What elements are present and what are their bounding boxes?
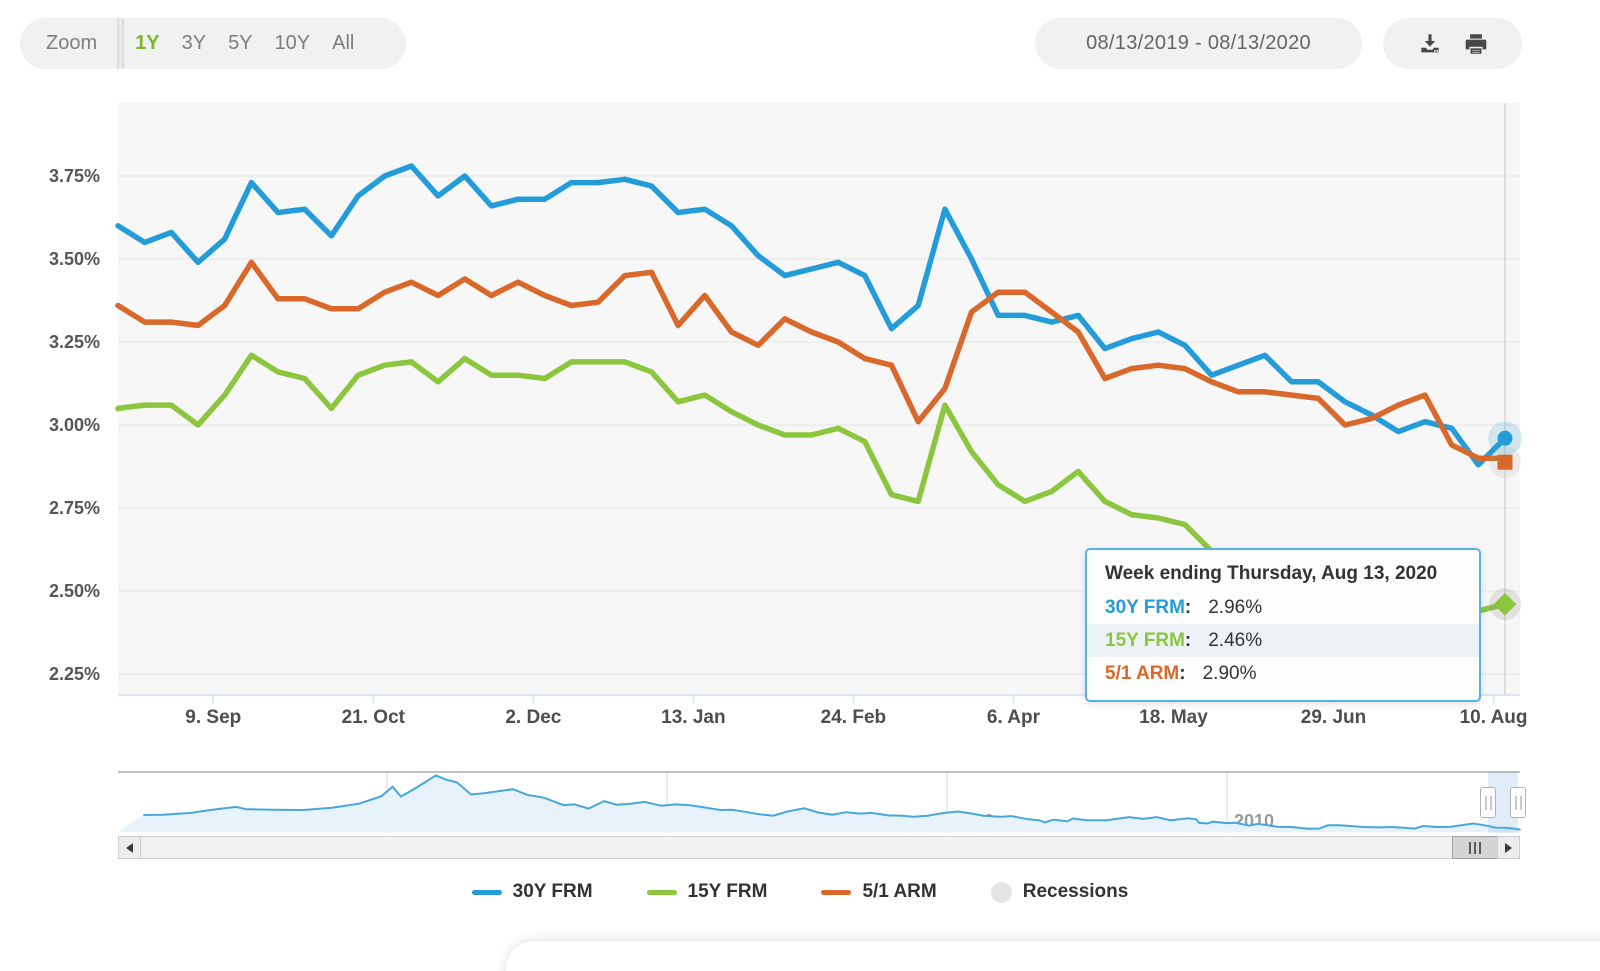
- navigator-right-handle[interactable]: [1510, 787, 1526, 818]
- x-axis-label: 29. Jun: [1301, 707, 1366, 728]
- tooltip-series-name: 30Y FRM: [1105, 596, 1185, 618]
- x-axis-label: 21. Oct: [342, 707, 406, 728]
- download-icon[interactable]: [1417, 31, 1443, 57]
- x-axis-label: 2. Dec: [505, 707, 561, 728]
- legend-item-15y-frm[interactable]: 15Y FRM: [646, 881, 768, 903]
- tooltip-separator: :: [1184, 596, 1192, 618]
- legend-label: 30Y FRM: [512, 881, 593, 902]
- range-button-3y[interactable]: 3Y: [171, 32, 217, 55]
- last-point-marker-arm-square[interactable]: [1497, 454, 1513, 470]
- print-icon[interactable]: [1463, 31, 1489, 57]
- left-triangle-icon: [126, 842, 133, 853]
- series-line-30y-frm[interactable]: [115, 163, 1508, 468]
- chart-legend: 30Y FRM 15Y FRM 5/1 ARM Recessions: [0, 881, 1600, 903]
- x-axis-label: 10. Aug: [1460, 707, 1528, 728]
- tooltip-row-30y-frm: 30Y FRM: 2.96%: [1087, 591, 1479, 624]
- date-range-text: 08/13/2019 - 08/13/2020: [1086, 32, 1311, 54]
- range-button-5y[interactable]: 5Y: [217, 32, 263, 55]
- tooltip-row-15y-frm: 15Y FRM: 2.46%: [1087, 624, 1479, 657]
- card-bottom-shadow: [506, 941, 1600, 971]
- last-point-marker-15y-diamond[interactable]: [1493, 592, 1517, 616]
- tooltip-series-name: 15Y FRM: [1105, 629, 1185, 651]
- tooltip-title: Week ending Thursday, Aug 13, 2020: [1105, 563, 1438, 584]
- legend-swatch-arm: [821, 889, 852, 895]
- tooltip-row-5-1-arm: 5/1 ARM: 2.90%: [1087, 657, 1479, 690]
- legend-label: Recessions: [1022, 881, 1129, 902]
- y-axis-label: 3.00%: [49, 415, 100, 435]
- right-triangle-icon: [1505, 842, 1512, 853]
- y-axis-label: 2.75%: [49, 498, 100, 518]
- y-axis-label: 3.75%: [49, 166, 100, 186]
- legend-swatch-15y: [646, 889, 677, 895]
- y-axis-label: 2.25%: [49, 664, 100, 684]
- legend-swatch-30y: [471, 889, 502, 895]
- navigator-area-fill: [118, 775, 1520, 832]
- range-button-all[interactable]: All: [321, 32, 365, 55]
- last-point-marker-30y-circle[interactable]: [1497, 430, 1513, 446]
- legend-item-30y-frm[interactable]: 30Y FRM: [471, 881, 593, 903]
- legend-item-recessions[interactable]: Recessions: [990, 881, 1129, 903]
- scrollbar-left-arrow[interactable]: [118, 836, 141, 859]
- tooltip-series-value: 2.46%: [1208, 629, 1263, 651]
- x-axis-label: 24. Feb: [821, 707, 886, 728]
- zoom-range-toolbar: Zoom 1Y 3Y 5Y 10Y All: [20, 18, 406, 69]
- x-axis-label: 18. May: [1139, 707, 1208, 728]
- x-axis-label: 13. Jan: [661, 707, 725, 728]
- legend-label: 15Y FRM: [687, 881, 768, 902]
- legend-label: 5/1 ARM: [862, 881, 937, 902]
- x-axis-label: 9. Sep: [185, 707, 241, 728]
- scrollbar-right-arrow[interactable]: [1497, 836, 1520, 859]
- tooltip-series-value: 2.96%: [1208, 596, 1263, 618]
- y-axis-label: 3.25%: [49, 332, 100, 352]
- x-axis-label: 6. Apr: [987, 707, 1041, 728]
- export-toolbar: [1383, 18, 1522, 69]
- y-axis-label: 2.50%: [49, 581, 100, 601]
- toolbar-divider: [117, 18, 125, 69]
- tooltip-series-name: 5/1 ARM: [1105, 662, 1180, 684]
- navigator-series-line: [143, 774, 1521, 831]
- y-axis-label: 3.50%: [49, 249, 100, 269]
- chart-tooltip: Week ending Thursday, Aug 13, 2020 30Y F…: [1085, 548, 1481, 702]
- legend-swatch-recessions: [990, 881, 1012, 903]
- legend-item-5-1-arm[interactable]: 5/1 ARM: [821, 881, 937, 903]
- tooltip-series-value: 2.90%: [1202, 662, 1257, 684]
- navigator-left-handle[interactable]: [1480, 787, 1496, 818]
- tooltip-separator: :: [1179, 662, 1186, 684]
- range-button-10y[interactable]: 10Y: [264, 32, 322, 55]
- tooltip-separator: :: [1184, 629, 1192, 651]
- series-line-5-1-arm[interactable]: [115, 259, 1508, 461]
- scrollbar-thumb[interactable]: [1452, 836, 1498, 859]
- zoom-label: Zoom: [46, 32, 98, 54]
- range-button-1y[interactable]: 1Y: [124, 32, 170, 55]
- date-range-display[interactable]: 08/13/2019 - 08/13/2020: [1035, 18, 1362, 69]
- scrollbar-track[interactable]: [118, 836, 1520, 859]
